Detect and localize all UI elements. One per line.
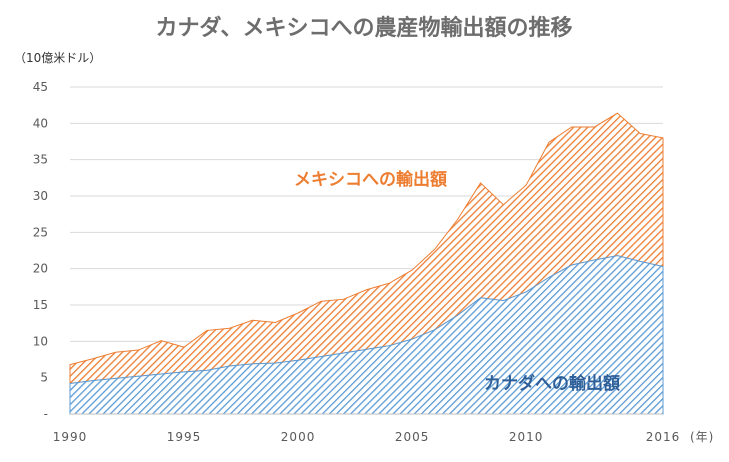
grid-lines — [70, 86, 663, 379]
x-tick-label-1995: 1995 — [167, 430, 202, 444]
y-tick-label-25: 25 — [33, 225, 48, 239]
y-tick-label-10: 10 — [33, 334, 48, 348]
x-tick-label-2000: 2000 — [281, 430, 316, 444]
chart-title: カナダ、メキシコへの農産物輸出額の推移 — [156, 15, 573, 41]
y-tick-label-40: 40 — [33, 116, 48, 130]
area-series-canada — [69, 255, 664, 415]
x-tick-label-2016: 2016 — [646, 430, 681, 444]
series-label-mexico: メキシコへの輸出額 — [294, 169, 447, 190]
y-tick-label-20: 20 — [33, 262, 48, 276]
y-tick-label-5: 5 — [40, 371, 48, 385]
y-tick-label-30: 30 — [33, 189, 48, 203]
y-tick-label-35: 35 — [33, 153, 48, 167]
y-tick-labels: - 5 10 15 20 25 30 35 40 45 — [33, 80, 48, 421]
y-tick-label-45: 45 — [33, 80, 48, 94]
x-tick-labels: 1990 1995 2000 2005 2010 2016 — [53, 430, 681, 444]
areas — [69, 112, 664, 415]
x-tick-label-2010: 2010 — [509, 430, 544, 444]
series-label-canada: カナダへの輸出額 — [484, 373, 620, 394]
x-tick-label-2005: 2005 — [395, 430, 430, 444]
x-axis-unit-label: (年) — [690, 430, 714, 444]
y-axis-unit-label: （10億米ドル） — [14, 51, 101, 65]
x-tick-label-1990: 1990 — [53, 430, 88, 444]
y-tick-label-0: - — [44, 407, 48, 421]
y-tick-label-15: 15 — [33, 298, 48, 312]
